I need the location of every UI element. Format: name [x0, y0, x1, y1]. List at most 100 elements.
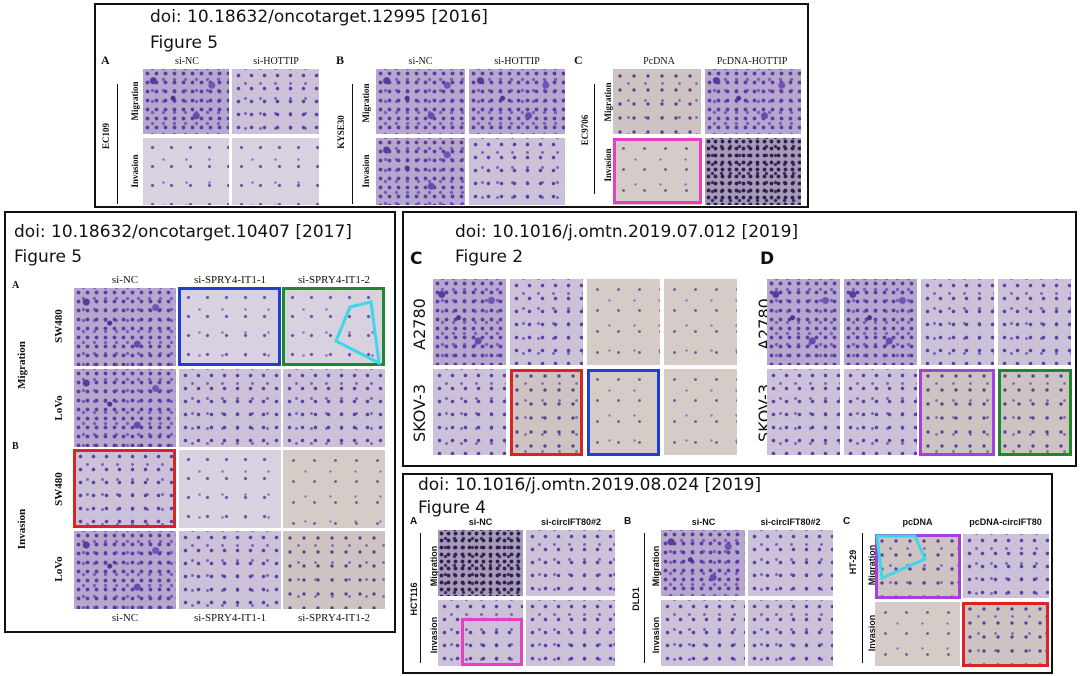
highlight-box-magenta	[613, 138, 702, 204]
doi-2019-08: doi: 10.1016/j.omtn.2019.08.024 [2019]	[418, 475, 762, 495]
subpanel-c-label: C	[410, 249, 423, 269]
bottom-col-label: si-SPRY4-IT1-1	[193, 612, 267, 624]
col-header: si-NC	[691, 517, 716, 527]
col-header: si-HOTTIP	[494, 56, 540, 67]
doi-2019-07: doi: 10.1016/j.omtn.2019.07.012 [2019]	[455, 222, 799, 242]
highlight-box-blue	[587, 369, 660, 456]
micrograph	[661, 530, 745, 596]
cell-line-label: EC109	[101, 123, 111, 150]
col-header: pcDNA	[902, 517, 933, 527]
micrograph	[921, 369, 994, 455]
micrograph	[998, 279, 1071, 365]
highlight-box-red	[962, 602, 1049, 667]
micrograph	[664, 369, 737, 455]
micrograph	[963, 602, 1049, 666]
micrograph	[283, 531, 385, 609]
highlight-box-purple	[919, 369, 995, 456]
row-label-migration: Migration	[361, 83, 371, 123]
col-header: PcDNA-HOTTIP	[716, 56, 788, 67]
micrograph	[143, 69, 229, 134]
cell-line-label: KYSE30	[336, 115, 346, 149]
col-header: si-HOTTIP	[253, 56, 299, 67]
micrograph	[844, 279, 917, 365]
micrograph	[767, 369, 840, 455]
highlight-box-magenta	[461, 618, 523, 666]
micrograph	[664, 279, 737, 365]
doi-2016: doi: 10.18632/oncotarget.12995 [2016]	[150, 7, 488, 27]
micrograph	[469, 69, 565, 134]
cell-line-label: EC9706	[580, 114, 590, 146]
highlight-box-blue	[178, 287, 281, 366]
bottom-col-label: si-NC	[111, 612, 139, 624]
subpanel-b-label: B	[336, 53, 345, 67]
subpanel-c-label: C	[843, 516, 851, 527]
col-header: si-NC	[111, 274, 139, 286]
micrograph	[179, 288, 281, 366]
row-label-migration: Migration	[130, 81, 140, 121]
highlight-box-green	[282, 287, 385, 366]
micrograph	[143, 138, 229, 205]
micrograph	[587, 369, 660, 455]
figure-label-2019-08: Figure 4	[418, 498, 487, 518]
cell-line-label: HT-29	[848, 549, 858, 575]
cell-line-label: DLD1	[631, 587, 641, 611]
micrograph	[613, 69, 701, 134]
bracket-line	[594, 84, 595, 194]
highlight-box-green	[998, 369, 1072, 456]
micrograph	[748, 600, 833, 666]
micrograph	[179, 450, 281, 528]
micrograph	[74, 450, 176, 528]
figure-label-2019-07: Figure 2	[455, 247, 524, 267]
micrograph	[376, 69, 465, 134]
highlight-polygon-cyan	[334, 300, 381, 366]
col-header: si-circIFT80#2	[760, 517, 821, 527]
highlight-polygon-cyan	[875, 534, 927, 581]
micrograph	[526, 600, 615, 666]
micrograph	[705, 138, 801, 205]
micrograph	[526, 530, 615, 596]
micrograph	[510, 279, 583, 365]
subpanel-a-label: A	[101, 53, 110, 67]
micrograph	[469, 138, 565, 205]
bracket-line	[862, 533, 863, 663]
highlight-box-red	[510, 369, 583, 456]
row-label-lovo: LoVo	[53, 395, 65, 421]
col-header: si-SPRY4-IT1-2	[297, 274, 371, 286]
micrograph	[74, 369, 176, 447]
micrograph	[705, 69, 801, 134]
row-label-sw480: SW480	[53, 309, 65, 343]
subpanel-d-label: D	[760, 249, 775, 269]
subpanel-c-label: C	[574, 53, 583, 67]
bracket-line	[644, 533, 645, 663]
doi-2017: doi: 10.18632/oncotarget.10407 [2017]	[14, 222, 352, 242]
micrograph	[438, 530, 523, 596]
micrograph	[748, 530, 833, 596]
micrograph	[510, 369, 583, 455]
micrograph	[661, 600, 745, 666]
col-header: si-NC	[175, 56, 199, 67]
col-header: si-NC	[408, 56, 433, 67]
row-label-lovo: LoVo	[53, 556, 65, 582]
bracket-line	[352, 84, 353, 204]
group-label-migration: Migration	[16, 341, 28, 389]
col-header: si-NC	[468, 517, 493, 527]
col-header: pcDNA-circIFT80	[969, 517, 1042, 527]
figure-label-2017: Figure 5	[14, 247, 83, 267]
highlight-box-purple	[875, 534, 961, 599]
micrograph	[283, 288, 385, 366]
subpanel-b-label: B	[12, 441, 19, 452]
micrograph	[433, 369, 506, 455]
group-label-invasion: Invasion	[16, 508, 28, 550]
micrograph	[376, 138, 465, 205]
micrograph	[613, 138, 701, 205]
micrograph	[232, 69, 319, 134]
micrograph	[433, 279, 506, 365]
micrograph	[587, 279, 660, 365]
micrograph	[438, 600, 523, 666]
micrograph	[74, 531, 176, 609]
micrograph	[844, 369, 917, 455]
highlight-box-red	[73, 449, 176, 528]
micrograph	[875, 602, 960, 666]
micrograph	[283, 450, 385, 528]
micrograph	[179, 369, 281, 447]
